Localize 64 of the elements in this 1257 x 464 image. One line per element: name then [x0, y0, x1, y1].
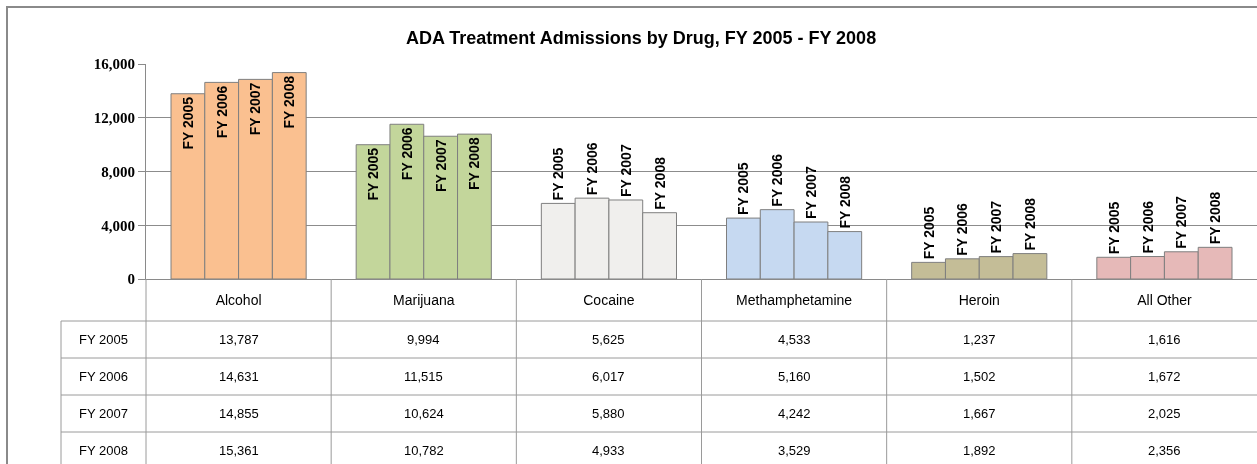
text: FY 2007 — [988, 200, 1005, 254]
text: FY 2008 — [1021, 197, 1038, 251]
y-tick-label: 8,000 — [101, 163, 135, 180]
data-label: 2,356 — [1148, 443, 1181, 458]
data-label: 4,242 — [778, 406, 811, 421]
text: FY 2005 — [550, 147, 567, 201]
data-label: 5,880 — [592, 406, 625, 421]
data-label: 1,672 — [1148, 369, 1181, 384]
text: FY 2005 — [365, 147, 382, 201]
text: FY 2005 — [1105, 201, 1122, 255]
x-tick-label: Heroin — [958, 291, 1000, 308]
text: FY 2006 — [213, 85, 230, 139]
text: FY 2005 — [179, 96, 196, 150]
data-label: 4,533 — [778, 332, 811, 347]
data-label: 1,667 — [963, 406, 996, 421]
data-label: 13,787 — [219, 332, 259, 347]
text: FY 2005 — [920, 206, 937, 260]
y-tick-label: 16,000 — [93, 56, 135, 73]
data-label: 9,994 — [407, 332, 440, 347]
data-label: 1,502 — [963, 369, 996, 384]
text: FY 2006 — [1139, 200, 1156, 254]
text: FY 2008 — [281, 75, 298, 129]
text: FY 2005 — [79, 332, 128, 347]
x-tick-label: Methamphetamine — [736, 291, 853, 308]
text: FY 2007 — [1173, 196, 1190, 249]
text: FY 2007 — [247, 82, 264, 136]
text: FY 2008 — [1207, 191, 1224, 245]
text: FY 2007 — [432, 139, 449, 193]
data-label: 5,160 — [778, 369, 811, 384]
y-tick-label: 12,000 — [93, 110, 135, 126]
y-tick-label: 0 — [127, 271, 135, 288]
data-label: 14,855 — [219, 406, 259, 421]
text: FY 2006 — [769, 153, 786, 207]
text: FY 2007 — [802, 166, 819, 219]
text: FY 2008 — [79, 443, 128, 458]
x-tick-label: All Other — [1137, 291, 1192, 308]
text: FY 2008 — [836, 175, 853, 229]
data-label: 1,892 — [963, 443, 996, 458]
text: FY 2007 — [79, 406, 128, 421]
text: FY 2006 — [398, 127, 415, 181]
data-label: 11,515 — [404, 369, 443, 384]
x-tick-label: Marijuana — [393, 291, 455, 308]
data-label: 3,529 — [778, 443, 811, 458]
text: FY 2006 — [954, 203, 971, 256]
data-label: 1,237 — [963, 332, 996, 347]
x-tick-label: Cocaine — [583, 291, 635, 308]
data-label: 5,625 — [592, 332, 625, 347]
text: FY 2008 — [651, 156, 668, 210]
data-label: 2,025 — [1148, 406, 1181, 421]
data-label: 14,631 — [219, 369, 259, 384]
data-label: 1,616 — [1148, 332, 1181, 347]
y-tick-label: 4,000 — [101, 217, 135, 234]
text: FY 2008 — [466, 137, 483, 190]
text: FY 2006 — [584, 142, 601, 196]
data-label: 4,933 — [592, 443, 625, 458]
text: FY 2006 — [79, 369, 128, 384]
text: FY 2005 — [735, 162, 752, 216]
chart-title: ADA Treatment Admissions by Drug, FY 2005 - FY 2008 — [405, 28, 877, 49]
data-label: 6,017 — [592, 369, 625, 384]
text: FY 2007 — [617, 144, 634, 197]
data-label: 10,782 — [404, 443, 444, 458]
data-label: 15,361 — [219, 443, 259, 458]
x-tick-label: Alcohol — [215, 291, 262, 308]
data-label: 10,624 — [404, 406, 444, 421]
